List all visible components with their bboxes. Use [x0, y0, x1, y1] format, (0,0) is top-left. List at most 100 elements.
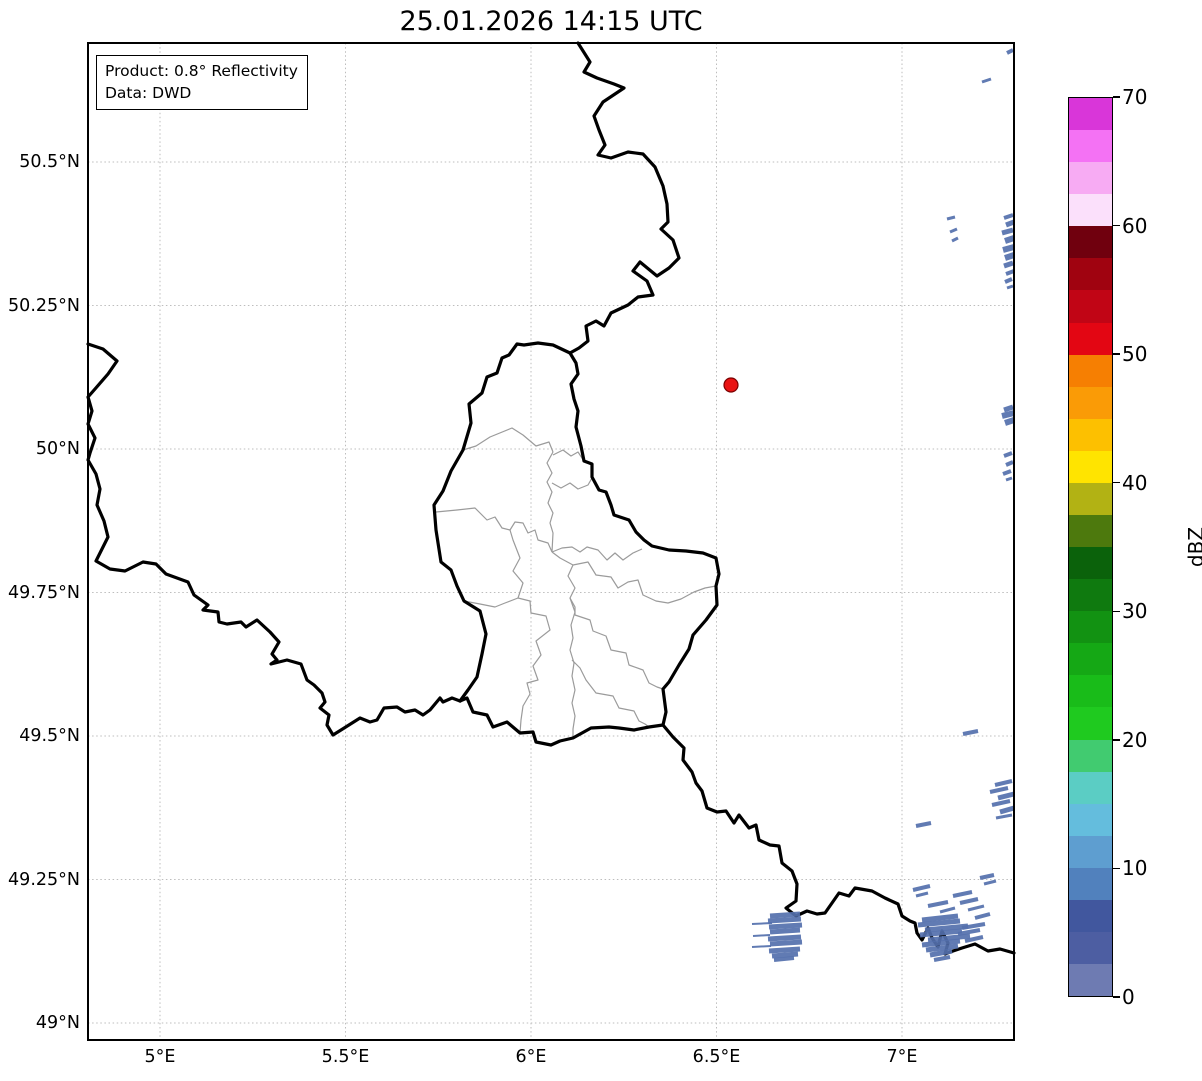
canton-border [546, 451, 554, 553]
radar-echo [1003, 213, 1014, 220]
radar-echo [989, 786, 1009, 794]
canton-border [571, 659, 650, 728]
colorbar-segment [1069, 130, 1112, 163]
radar-echo [957, 928, 981, 936]
plot-border [87, 42, 1015, 1041]
colorbar-segment [1069, 899, 1112, 933]
radar-echo [1005, 269, 1015, 276]
radar-echo [995, 813, 1013, 820]
radar-echo [769, 927, 801, 935]
radar-echo [769, 939, 803, 947]
radar-echo [979, 873, 995, 880]
radar-echo [921, 913, 959, 923]
y-tick-label: 49.75°N [8, 582, 80, 603]
radar-echo [1005, 460, 1014, 467]
colorbar-segment [1069, 515, 1112, 548]
colorbar-segment [1069, 386, 1112, 419]
colorbar-tick-mark [1113, 739, 1120, 741]
colorbar-tick-mark [1113, 996, 1120, 998]
radar-echo [1002, 469, 1012, 476]
y-tick-label: 50°N [35, 439, 80, 459]
colorbar-segment [1069, 418, 1112, 451]
radar-echo [1003, 260, 1014, 269]
colorbar-axis-label: dBZ [1184, 526, 1202, 568]
colorbar-segment [1069, 739, 1112, 772]
radar-echo [1005, 219, 1015, 228]
radar-echo [1004, 277, 1013, 284]
colorbar-segment [1069, 579, 1112, 612]
x-tick-label: 7°E [886, 1047, 918, 1067]
colorbar-segment [1069, 932, 1112, 965]
colorbar-tick-mark [1113, 224, 1120, 227]
radar-echo [949, 227, 958, 234]
radar-echo [1005, 476, 1013, 482]
country-border [568, 351, 721, 727]
y-tick-label: 50.5°N [19, 152, 80, 172]
radar-echo [964, 935, 984, 943]
radar-echo [1006, 284, 1014, 290]
radar-echo [967, 904, 985, 912]
grid-layer [88, 43, 1014, 1040]
colorbar-segment [1069, 450, 1112, 483]
radar-echo [983, 879, 997, 886]
country-border [432, 341, 572, 703]
canton-border [569, 597, 664, 690]
radar-echo [924, 923, 969, 933]
radar-echo [1001, 410, 1015, 419]
radar-echo [961, 922, 986, 930]
radar-site-marker [723, 377, 739, 393]
radar-echo [962, 729, 979, 736]
canton-border [435, 507, 553, 553]
radar-echo-layer [751, 48, 1015, 962]
colorbar-segment [1069, 162, 1112, 195]
radar-echo [751, 922, 773, 925]
radar-echo [997, 791, 1015, 801]
radar-echo [952, 890, 973, 898]
radar-echo [1003, 404, 1014, 413]
product-label: Product: 0.8° Reflectivity [105, 62, 298, 80]
colorbar-segment [1069, 226, 1112, 259]
radar-echo [767, 934, 802, 942]
country-border [568, 41, 681, 355]
colorbar-segment [1069, 803, 1112, 836]
radar-echo [951, 236, 959, 243]
radar-echo [933, 955, 951, 962]
radar-echo [999, 805, 1015, 815]
colorbar-tick-label: 50 [1122, 342, 1148, 367]
canton-border [462, 427, 554, 453]
colorbar-tick-mark [1113, 353, 1120, 355]
colorbar-segment [1069, 867, 1112, 900]
canton-border [567, 564, 576, 738]
y-tick-label: 50.25°N [8, 295, 80, 316]
radar-echo [925, 943, 959, 953]
country-border [458, 696, 665, 747]
y-tick-label: 49.5°N [19, 726, 80, 746]
radar-echo [939, 906, 956, 914]
colorbar-tick-label: 70 [1122, 85, 1148, 109]
radar-echo [994, 779, 1013, 787]
colorbar-segment [1069, 290, 1112, 323]
radar-echo [751, 945, 772, 948]
radar-echo [917, 918, 961, 928]
colorbar-segment [1069, 354, 1112, 387]
x-tick-label: 5.5°E [321, 1047, 370, 1067]
canton-border [551, 546, 643, 561]
radar-echo [768, 922, 803, 930]
canton-border [551, 477, 593, 490]
radar-echo [959, 897, 979, 905]
radar-echo [912, 884, 931, 892]
x-tick-label: 6°E [515, 1047, 547, 1067]
colorbar-tick-label: 40 [1122, 470, 1148, 495]
colorbar-tick-mark [1113, 481, 1120, 484]
canton-border [552, 449, 585, 462]
canton-border [551, 551, 717, 604]
radar-echo [927, 900, 949, 908]
radar-echo [974, 912, 991, 920]
radar-echo [752, 934, 771, 937]
radar-echo [771, 951, 799, 959]
colorbar-tick-mark [1113, 96, 1120, 98]
colorbar-tick-mark [1113, 867, 1120, 870]
radar-echo [769, 911, 801, 919]
canton-border [509, 529, 551, 734]
radar-echo [1004, 235, 1015, 244]
